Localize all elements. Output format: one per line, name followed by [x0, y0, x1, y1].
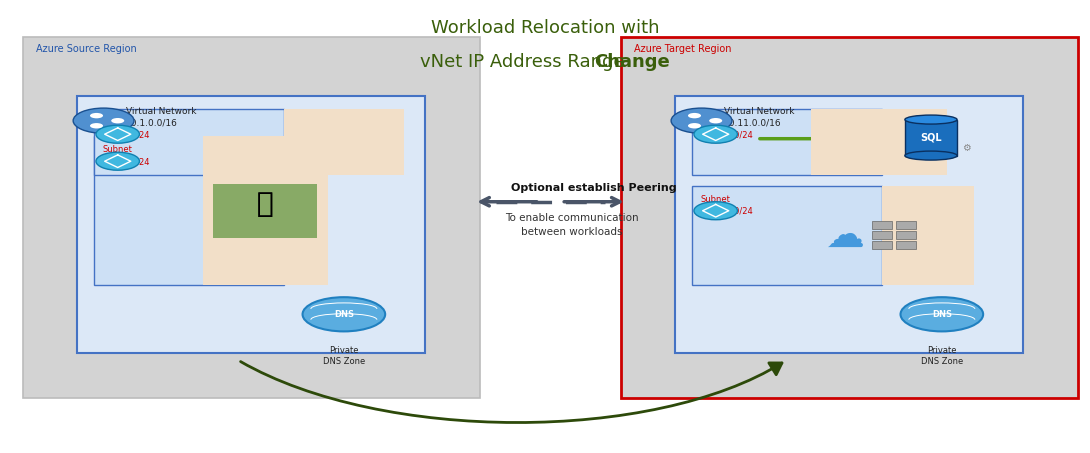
Circle shape [688, 123, 701, 129]
Bar [872, 221, 892, 229]
Circle shape [303, 297, 385, 332]
Text: Virtual Network
10.1.0.0/16: Virtual Network 10.1.0.0/16 [126, 107, 197, 128]
Text: ☁: ☁ [824, 217, 863, 255]
Bar [811, 110, 947, 175]
Circle shape [90, 113, 104, 118]
Bar [692, 186, 882, 285]
Text: To enable communication
between workloads: To enable communication between workload… [506, 213, 639, 237]
Bar [621, 38, 1078, 398]
Text: Subnet
10.11.1.0/24: Subnet 10.11.1.0/24 [701, 195, 753, 216]
Bar [23, 38, 480, 398]
Ellipse shape [905, 115, 957, 124]
Text: Workload Relocation with: Workload Relocation with [431, 19, 659, 38]
Bar [905, 120, 957, 155]
Bar [77, 96, 425, 352]
Text: Azure Source Region: Azure Source Region [36, 44, 137, 54]
Text: Private
DNS Zone: Private DNS Zone [921, 346, 962, 366]
Text: vNet IP Address Range: vNet IP Address Range [420, 53, 630, 71]
Text: Azure Target Region: Azure Target Region [634, 44, 731, 54]
Text: Virtual Network
10.11.0.0/16: Virtual Network 10.11.0.0/16 [725, 107, 795, 128]
Bar [203, 136, 328, 285]
Bar [872, 231, 892, 239]
Text: Change: Change [594, 53, 670, 71]
Circle shape [96, 125, 140, 143]
Text: DNS: DNS [932, 310, 952, 319]
Bar [94, 136, 284, 285]
Bar [896, 241, 916, 249]
Circle shape [96, 152, 140, 170]
Circle shape [671, 108, 732, 133]
Bar [882, 186, 974, 285]
Bar [284, 110, 403, 175]
Text: ⚙: ⚙ [962, 143, 971, 153]
Bar [214, 184, 317, 238]
Text: Private
DNS Zone: Private DNS Zone [323, 346, 365, 366]
Bar [676, 96, 1024, 352]
Circle shape [900, 297, 983, 332]
Bar [692, 110, 882, 175]
Text: Subnet
10.1.1.0/24: Subnet 10.1.1.0/24 [102, 145, 150, 166]
Ellipse shape [905, 151, 957, 160]
Circle shape [694, 202, 738, 220]
Bar [94, 110, 284, 175]
Text: Workload 1: Workload 1 [875, 157, 926, 166]
Text: DNS: DNS [334, 310, 354, 319]
Circle shape [90, 123, 104, 129]
Circle shape [688, 113, 701, 118]
Circle shape [111, 118, 124, 123]
Circle shape [73, 108, 134, 133]
Text: Subnet
10.1.2.0/24: Subnet 10.1.2.0/24 [102, 118, 150, 139]
Text: 🐧: 🐧 [257, 190, 274, 218]
Bar [896, 231, 916, 239]
Circle shape [694, 125, 738, 143]
Bar [896, 221, 916, 229]
Text: 🐧: 🐧 [257, 190, 274, 218]
Text: SQL: SQL [920, 133, 942, 143]
FancyArrowPatch shape [241, 361, 782, 423]
Text: Workload 2: Workload 2 [237, 268, 293, 277]
Text: Optional establish Peering: Optional establish Peering [511, 183, 677, 193]
Bar [872, 241, 892, 249]
Text: Subnet
10.11.2.0/24: Subnet 10.11.2.0/24 [701, 118, 753, 139]
Circle shape [710, 118, 723, 123]
